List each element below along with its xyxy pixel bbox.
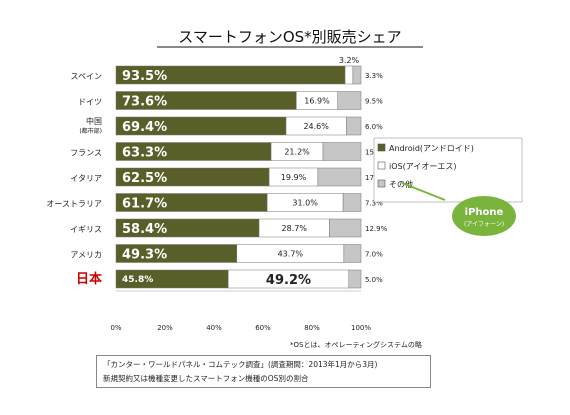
x-tick-label: 60% <box>255 324 271 332</box>
bar-other <box>337 91 362 110</box>
chart-title: スマートフォンOS*別販売シェア <box>178 28 401 46</box>
footnote-asterisk: *OSとは、オペレーティングシステムの略 <box>290 341 422 349</box>
data-label-other: 7.0% <box>365 251 383 259</box>
x-tick-label: 20% <box>157 324 173 332</box>
source-line-2: 新規契約又は機種変更したスマートフォン機種のOS別の割合 <box>103 374 309 383</box>
x-tick-label: 0% <box>110 324 121 332</box>
category-label: アメリカ <box>70 251 102 260</box>
bar-other <box>352 65 362 85</box>
x-tick-label: 100% <box>351 324 371 332</box>
legend-swatch <box>377 143 386 152</box>
data-label-other: 6.0% <box>365 123 383 131</box>
category-sublabel: (都市部) <box>79 127 102 135</box>
callout-pointer <box>401 182 446 201</box>
data-label-android: 49.3% <box>122 248 167 263</box>
callout-subtitle: (アイフォーン) <box>464 221 504 228</box>
category-label: イギリス <box>70 225 102 234</box>
iphone-callout-badge <box>452 196 516 236</box>
legend-box <box>373 137 523 203</box>
bar-other <box>329 218 362 238</box>
data-label-ios: 31.0% <box>292 199 318 208</box>
category-label: ドイツ <box>78 98 102 107</box>
callout-title: iPhone <box>465 207 504 218</box>
bar-other <box>322 142 362 161</box>
bar-other <box>346 116 362 136</box>
data-label-ios: 43.7% <box>278 250 304 259</box>
source-line-1: 「カンター・ワールドパネル・コムテック調査」(調査期間：2013年1月から3月) <box>103 360 378 369</box>
data-label-android: 58.4% <box>122 222 167 237</box>
source-box: 「カンター・ワールドパネル・コムテック調査」(調査期間：2013年1月から3月)… <box>96 355 431 388</box>
data-label-android: 63.3% <box>122 146 167 161</box>
bar-other <box>348 269 362 289</box>
data-label-other: 3.3% <box>365 72 383 80</box>
data-label-android: 45.8% <box>122 275 153 285</box>
category-label: イタリア <box>70 174 102 183</box>
bar-ios <box>344 65 354 85</box>
bar-other <box>343 244 362 263</box>
category-label: フランス <box>70 149 102 158</box>
x-tick-label: 80% <box>304 324 320 332</box>
legend-swatch <box>377 179 386 188</box>
x-tick-label: 40% <box>206 324 222 332</box>
data-label-ios: 16.9% <box>304 97 330 106</box>
bar-other <box>317 167 362 187</box>
data-label-android: 61.7% <box>122 197 167 212</box>
category-label: オーストラリア <box>46 200 102 209</box>
data-label-other: 12.9% <box>365 225 388 233</box>
bar-other <box>342 193 362 212</box>
data-label-ios: 24.6% <box>303 122 329 131</box>
data-label-ios: 3.2% <box>339 56 360 65</box>
data-label-other: 5.0% <box>365 276 383 284</box>
data-label-other: 7.3% <box>365 200 383 208</box>
data-label-android: 73.6% <box>122 95 167 110</box>
category-label: 中国 <box>86 116 102 126</box>
legend-label: その他 <box>389 179 413 189</box>
data-label-ios: 28.7% <box>282 224 308 233</box>
legend-swatch <box>377 161 386 170</box>
legend-label: Android(アンドロイド) <box>389 144 474 153</box>
data-label-ios: 19.9% <box>281 173 307 182</box>
category-label: 日本 <box>76 271 102 287</box>
data-label-android: 93.5% <box>122 69 167 84</box>
data-label-other: 9.5% <box>365 98 383 106</box>
legend-label: iOS(アイオーエス) <box>389 162 456 171</box>
data-label-ios: 49.2% <box>266 273 311 288</box>
data-label-ios: 21.2% <box>284 148 310 157</box>
data-label-android: 62.5% <box>122 171 167 186</box>
data-label-android: 69.4% <box>122 120 167 135</box>
category-label: スペイン <box>71 72 102 81</box>
